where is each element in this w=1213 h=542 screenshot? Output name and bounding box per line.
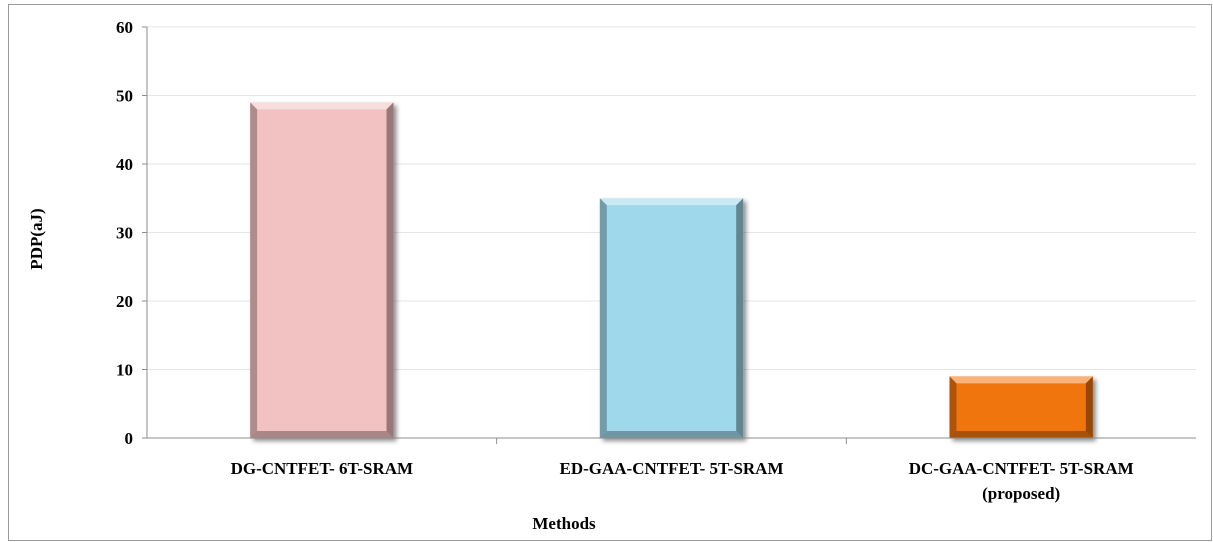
bar-bevel-top [949, 376, 1093, 384]
bar-bevel-right [736, 198, 744, 438]
y-tick-label: 60 [116, 18, 133, 37]
bar-bevel-bottom [250, 431, 394, 438]
y-tick-label: 50 [116, 87, 133, 106]
bar-bevel-top [250, 102, 394, 110]
bar-bevel-left [949, 376, 957, 438]
y-tick-label: 40 [116, 155, 133, 174]
y-tick-label: 20 [116, 292, 133, 311]
x-tick-label: DG-CNTFET- 6T-SRAM [231, 459, 413, 478]
bar-body [599, 198, 744, 438]
bar-body [949, 376, 1093, 438]
bar-bevel-right [1085, 376, 1093, 438]
bar-body [250, 102, 394, 438]
y-tick-label: 0 [125, 429, 134, 448]
x-tick-label: ED-GAA-CNTFET- 5T-SRAM [559, 459, 783, 478]
bar-bevel-left [599, 198, 607, 438]
bar-bevel-bottom [599, 431, 744, 438]
y-tick-label: 10 [116, 361, 133, 380]
bars [250, 102, 1093, 438]
bar [250, 102, 394, 438]
bar [599, 198, 744, 438]
bar [949, 376, 1093, 438]
bar-bevel-bottom [949, 431, 1093, 438]
axes [146, 27, 1196, 444]
x-tick-labels: DG-CNTFET- 6T-SRAM ED-GAA-CNTFET- 5T-SRAM… [231, 459, 1134, 503]
bar-bevel-left [250, 102, 258, 438]
y-tick-labels: 0 10 20 30 40 50 60 [116, 18, 133, 448]
x-tick-label: (proposed) [982, 484, 1060, 503]
x-tick-label: DC-GAA-CNTFET- 5T-SRAM [909, 459, 1134, 478]
y-axis-title: PDP(aJ) [27, 208, 46, 269]
y-tick-label: 30 [116, 224, 133, 243]
x-axis-title: Methods [532, 514, 596, 533]
bar-bevel-right [386, 102, 394, 438]
bar-bevel-top [599, 198, 744, 206]
